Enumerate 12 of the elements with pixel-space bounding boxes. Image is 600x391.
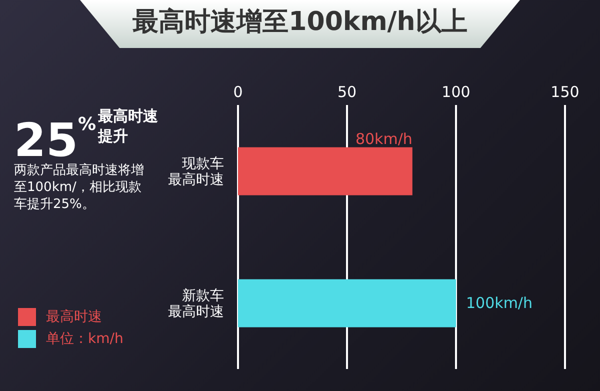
chart-title: 最高时速增至100km/h以上 [132, 6, 468, 39]
y-tick-label: 新款车最高时速 [168, 288, 224, 320]
text: 最高时速提升 [98, 106, 159, 146]
x-tick-label: 0 [233, 83, 243, 101]
legend-label: 最高时速 [46, 308, 102, 326]
y-tick-label: 现款车最高时速 [168, 156, 224, 188]
x-tick-label: 50 [337, 83, 357, 101]
data-label: 100km/h [466, 294, 532, 312]
legend-label: 单位：km/h [46, 330, 124, 348]
x-tick-label: 100 [442, 83, 470, 101]
x-tick-label: 150 [550, 83, 580, 101]
data-label: 80km/h [355, 130, 412, 148]
